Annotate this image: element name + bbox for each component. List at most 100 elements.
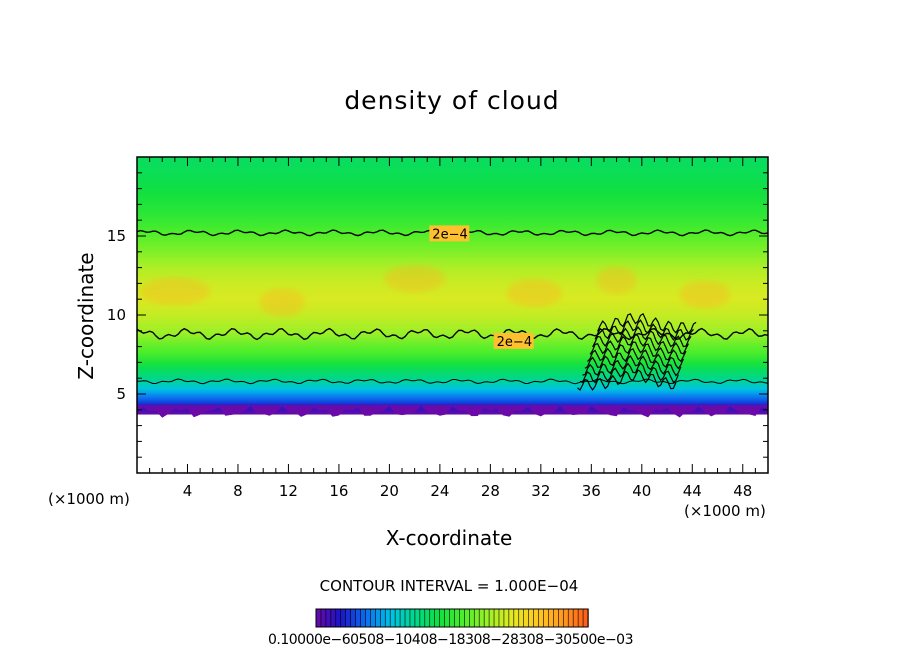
x-tick-label: 24 [430, 482, 449, 500]
colorbar-cell [375, 608, 382, 628]
x-tick-label: 48 [733, 482, 752, 500]
colorbar-cell [399, 608, 406, 628]
colorbar-cell [454, 608, 461, 628]
field-patch [259, 288, 305, 317]
contour-label-bg [493, 332, 534, 349]
contour-label: 2e−4 [432, 227, 467, 242]
field-patch [139, 277, 211, 306]
x-tick-label: 16 [329, 482, 348, 500]
colorbar-cell [464, 608, 471, 628]
colorbar-cell [548, 608, 555, 628]
colorbar-cell [508, 608, 515, 628]
x-tick-label: 4 [183, 482, 193, 500]
colorbar-cell [350, 608, 357, 628]
x-tick-label: 28 [481, 482, 500, 500]
colorbar-cell [449, 608, 456, 628]
colorbar-tick-labels: 0.10000e−60508−10408−18308−28308−30500e−… [268, 632, 634, 648]
colorbar-cell [414, 608, 421, 628]
x-tick-label: 40 [632, 482, 651, 500]
colorbar-cell [567, 608, 574, 628]
colorbar-cell [493, 608, 500, 628]
colorbar-cell [325, 608, 332, 628]
colorbar-cell [498, 608, 505, 628]
contour-label-bg [429, 225, 470, 242]
colorbar-cell [379, 608, 386, 628]
colorbar-cell [558, 608, 564, 628]
x-tick-label: 12 [279, 482, 298, 500]
colorbar-cell [419, 608, 426, 628]
colorbar-cell [459, 608, 466, 628]
colorbar-cell [473, 608, 480, 628]
x-tick-label: 36 [582, 482, 601, 500]
colorbar-cell [572, 608, 579, 628]
colorbar-cell [439, 608, 446, 628]
x-axis-title: X-coordinate [385, 526, 513, 550]
x-tick-label: 8 [233, 482, 243, 500]
x-tick-label: 32 [531, 482, 550, 500]
convective-contour [587, 341, 687, 363]
colorbar-cell [469, 608, 475, 628]
density-field [137, 157, 768, 418]
colorbar-frame [315, 608, 589, 628]
contour-lines: 2e−4 2e−4 [137, 225, 768, 391]
convective-contour [582, 355, 682, 377]
convective-contour [584, 348, 684, 370]
colorbar-cell [340, 608, 347, 628]
colorbar-cell [488, 608, 495, 628]
colorbar-cell [355, 608, 362, 628]
colorbar-cell [543, 608, 550, 628]
density-strata [137, 157, 768, 415]
convective-contour [597, 313, 697, 335]
colorbar-cell [577, 608, 584, 628]
colorbar-cell [360, 608, 367, 628]
x-tick-label: 44 [683, 482, 702, 500]
convective-contour [594, 319, 694, 341]
convective-contour [592, 325, 692, 348]
colorbar-cell [330, 608, 337, 628]
y-unit-label: (×1000 m) [48, 490, 130, 508]
colorbar-cell [523, 608, 530, 628]
colorbar-cell [345, 608, 352, 628]
colorbar-cell [409, 608, 416, 628]
colorbar-cell [320, 608, 327, 628]
colorbar-cell [365, 608, 372, 628]
field-patch [679, 280, 731, 309]
colorbar-cell [384, 608, 391, 628]
colorbar-cell [429, 608, 436, 628]
colorbar-cell [528, 608, 535, 628]
cloud-base-fringe [137, 405, 768, 418]
y-tick-label: 15 [107, 227, 126, 245]
colorbar-cell [434, 608, 441, 628]
colorbar-cell [518, 608, 525, 628]
colorbar-cell [335, 608, 342, 628]
colorbar-cell [553, 608, 560, 628]
colorbar-cell [533, 608, 540, 628]
colorbar-cell [315, 608, 322, 628]
convective-contour [579, 361, 679, 384]
contour-interval-text: CONTOUR INTERVAL = 1.000E−04 [319, 577, 579, 595]
colorbar-cell [538, 608, 545, 628]
field-patch [506, 278, 563, 307]
x-unit-label: (×1000 m) [684, 502, 766, 520]
convective-contour [589, 333, 690, 355]
convective-contour [577, 369, 677, 391]
colorbar-cell [444, 608, 451, 628]
y-tick-label: 10 [107, 306, 126, 324]
x-tick-label: 20 [380, 482, 399, 500]
colorbar-cell [404, 608, 411, 628]
colorbar-cell [483, 608, 490, 628]
colorbar-cell [424, 608, 431, 628]
colorbar-cell [562, 608, 569, 628]
colorbar-cell [503, 608, 510, 628]
field-patch [596, 266, 637, 295]
colorbar-cell [389, 608, 396, 628]
colorbar-cell [513, 608, 520, 628]
chart-title: density of cloud [344, 86, 560, 115]
colorbar-cell [478, 608, 485, 628]
colorbar-cell [394, 608, 401, 628]
y-tick-label: 5 [116, 385, 126, 403]
